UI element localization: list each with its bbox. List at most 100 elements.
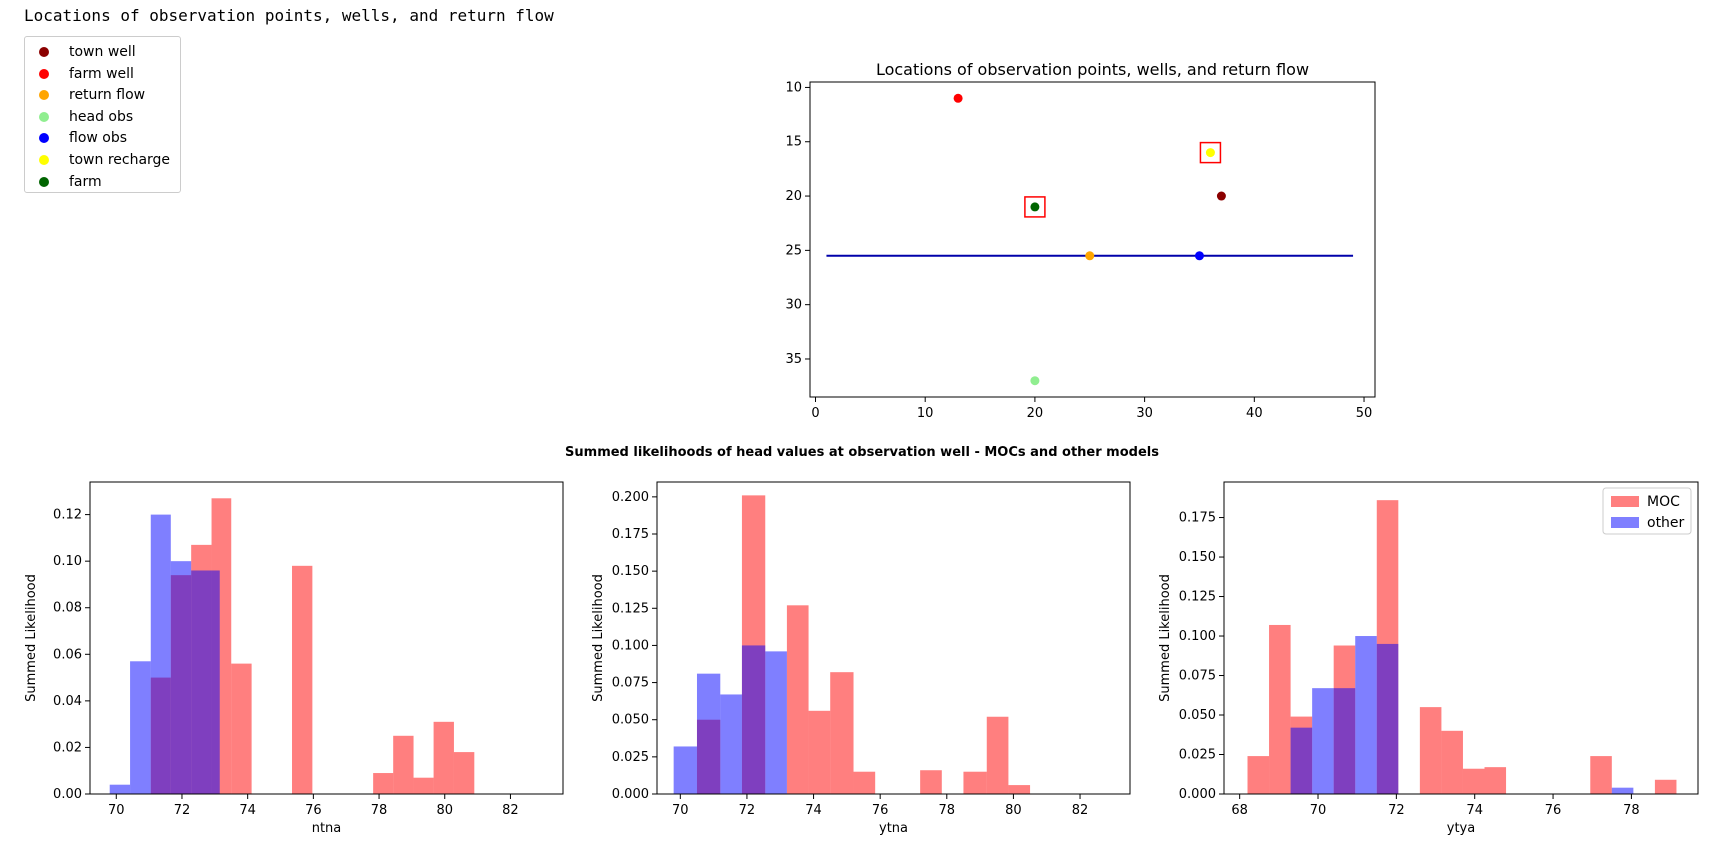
scatter-point bbox=[1030, 202, 1040, 212]
legend-label: farm well bbox=[69, 65, 134, 82]
y-axis-label: Summed Likelihood bbox=[1158, 574, 1173, 702]
histogram-bar bbox=[1008, 785, 1031, 794]
y-tick-label: 35 bbox=[785, 352, 802, 367]
histogram-bar bbox=[1269, 624, 1291, 794]
legend-marker bbox=[39, 68, 49, 79]
histogram-bar bbox=[1590, 756, 1612, 794]
histogram-bar bbox=[433, 721, 454, 794]
y-tick-label: 0.100 bbox=[1179, 629, 1216, 644]
x-tick-label: 76 bbox=[305, 803, 322, 818]
histogram-bar bbox=[1441, 730, 1463, 794]
y-tick-label: 20 bbox=[785, 189, 802, 204]
histogram-bar bbox=[211, 570, 220, 794]
x-tick-label: 74 bbox=[1466, 803, 1483, 818]
histogram-bar bbox=[393, 735, 414, 794]
scatter-point bbox=[953, 93, 963, 103]
legend-swatch bbox=[1611, 496, 1639, 507]
y-tick-label: 25 bbox=[785, 243, 802, 258]
y-tick-label: 10 bbox=[785, 80, 802, 95]
legend-marker bbox=[39, 155, 49, 165]
y-tick-label: 0.06 bbox=[53, 647, 82, 662]
chart-panel-1: 70 72 74 76 78 80 82 0.00 0.02 0.04 0.06 0.08 0.10 0.… bbox=[24, 481, 564, 836]
legend-label: farm bbox=[69, 173, 102, 190]
y-axis-label: Summed Likelihood bbox=[24, 574, 39, 702]
scatter-point bbox=[1030, 376, 1040, 386]
legend-label: return flow bbox=[69, 87, 146, 104]
legend-label: MOC bbox=[1647, 494, 1680, 510]
x-axis-label: ytya bbox=[1447, 821, 1475, 836]
histogram-bar bbox=[1419, 707, 1442, 794]
x-axis-label: ntna bbox=[312, 821, 342, 836]
location-legend: town well farm well return flow head obs flo… bbox=[24, 36, 181, 193]
histogram-bar bbox=[920, 770, 942, 794]
y-tick-label: 0.075 bbox=[612, 676, 649, 691]
legend-swatch bbox=[1611, 517, 1639, 528]
histogram-bar bbox=[808, 710, 831, 794]
y-tick-label: 0.075 bbox=[1179, 669, 1216, 684]
y-tick-label: 0.00 bbox=[53, 787, 82, 802]
y-tick-label: 0.04 bbox=[53, 694, 82, 709]
x-tick-label: 78 bbox=[371, 803, 388, 818]
plot-frame bbox=[89, 481, 564, 795]
x-tick-label: 30 bbox=[1136, 406, 1153, 421]
histogram-bar bbox=[1462, 768, 1485, 794]
y-tick-label: 0.025 bbox=[612, 750, 649, 765]
chart-title: Locations of observation points, wells, … bbox=[876, 60, 1309, 79]
y-tick-label: 0.10 bbox=[53, 554, 82, 569]
x-tick-label: 78 bbox=[939, 803, 956, 818]
y-tick-label: 0.150 bbox=[1179, 550, 1216, 565]
legend-label: head obs bbox=[69, 108, 134, 125]
y-tick-label: 30 bbox=[785, 298, 802, 313]
histogram-bar bbox=[413, 777, 434, 794]
x-tick-label: 70 bbox=[108, 803, 125, 818]
x-tick-label: 76 bbox=[1545, 803, 1562, 818]
x-tick-label: 78 bbox=[1623, 803, 1640, 818]
x-tick-label: 80 bbox=[1005, 803, 1022, 818]
histogram-bar bbox=[130, 661, 151, 794]
histogram-bar bbox=[373, 773, 394, 794]
histogram-bar bbox=[1484, 767, 1507, 794]
y-tick-label: 0.02 bbox=[53, 740, 82, 755]
x-tick-label: 76 bbox=[872, 803, 889, 818]
histogram-bar bbox=[673, 746, 697, 794]
histogram-bar bbox=[1333, 688, 1356, 794]
legend-marker bbox=[39, 111, 49, 122]
histogram-bar bbox=[786, 605, 809, 794]
histogram-bar bbox=[1312, 688, 1334, 794]
x-tick-label: 82 bbox=[502, 803, 519, 818]
legend-label: flow obs bbox=[69, 130, 128, 147]
x-tick-label: 40 bbox=[1246, 406, 1263, 421]
y-tick-label: 0.000 bbox=[1179, 787, 1216, 802]
plot-frame bbox=[1223, 481, 1699, 795]
histogram-bar bbox=[1355, 636, 1377, 794]
histogram-bar bbox=[1247, 756, 1270, 794]
histogram-bar bbox=[231, 663, 252, 794]
legend-marker bbox=[39, 176, 49, 187]
scatter-point bbox=[1085, 251, 1095, 261]
y-tick-label: 0.200 bbox=[612, 490, 649, 505]
y-tick-label: 0.12 bbox=[53, 508, 82, 523]
x-axis-label: ytna bbox=[879, 821, 908, 836]
histogram-bar bbox=[1290, 727, 1313, 794]
histogram-bar bbox=[963, 771, 987, 794]
y-tick-label: 0.000 bbox=[612, 787, 649, 802]
y-tick-label: 0.125 bbox=[612, 601, 649, 616]
chart-panel-0: 0 10 20 30 40 50 10 15 20 25 30 35 Locations of obse… bbox=[785, 60, 1376, 421]
highlight-box bbox=[1199, 141, 1222, 164]
plot-frame bbox=[809, 81, 1376, 398]
histogram-bar bbox=[986, 716, 1009, 794]
x-tick-label: 82 bbox=[1072, 803, 1089, 818]
x-tick-label: 74 bbox=[805, 803, 822, 818]
y-tick-label: 0.175 bbox=[612, 527, 649, 542]
legend-marker bbox=[39, 47, 49, 57]
legend-label: town recharge bbox=[69, 152, 171, 168]
x-tick-label: 20 bbox=[1027, 406, 1044, 421]
y-axis-label: Summed Likelihood bbox=[591, 574, 606, 702]
y-tick-label: 0.150 bbox=[612, 564, 649, 579]
x-tick-label: 50 bbox=[1356, 406, 1373, 421]
highlight-box bbox=[1024, 196, 1046, 218]
scatter-point bbox=[1205, 148, 1215, 158]
legend-marker bbox=[39, 90, 49, 101]
histogram-bar bbox=[191, 570, 212, 794]
